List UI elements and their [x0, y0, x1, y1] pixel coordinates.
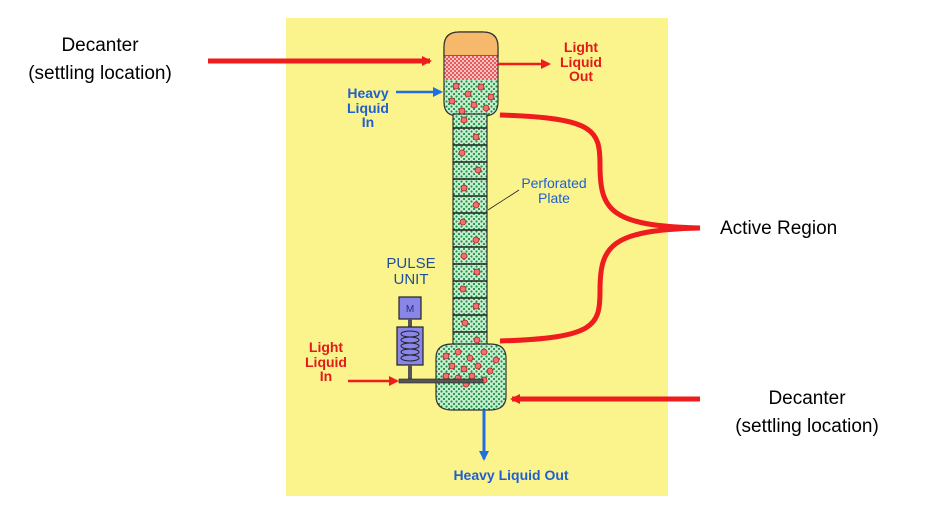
- column: [452, 113, 488, 349]
- heavy-liquid-in-line-1: Heavy: [347, 85, 389, 101]
- droplets: [442, 82, 500, 388]
- heavy-liquid-out-label: Heavy Liquid Out: [453, 467, 569, 483]
- perforated-plate-line-1: Perforated: [521, 175, 587, 191]
- light-liquid-out-label: Light Liquid Out: [553, 40, 609, 84]
- heavy-liquid-in-line-3: In: [361, 114, 375, 131]
- perforated-plate-line-2: Plate: [538, 189, 570, 206]
- decanter-bottom-label-line-2: (settling location): [735, 415, 879, 437]
- motor-label: M: [406, 304, 414, 315]
- perforated-plates: [453, 127, 487, 333]
- decanter-bottom-label-line-1: Decanter: [768, 388, 846, 409]
- light-liquid-out-line-3: Out: [568, 68, 594, 85]
- feed-pipe: [398, 378, 484, 384]
- heavy-liquid-in-line-2: Liquid: [347, 99, 389, 116]
- pulse-unit-line-1: PULSE: [386, 255, 436, 272]
- decanter-top-label: Decanter (settling location): [14, 32, 186, 87]
- decanter-top-label-line-2: (settling location): [28, 62, 172, 84]
- active-region-brace: [499, 112, 701, 344]
- top-decanter: [443, 31, 499, 117]
- decanter-bottom-label: Decanter (settling location): [718, 385, 896, 440]
- perforated-plate-leader: [487, 189, 520, 211]
- light-liquid-in-line-1: Light: [308, 339, 344, 355]
- pulse-unit-line-2: UNIT: [393, 270, 429, 288]
- light-liquid-in-line-3: In: [319, 368, 333, 385]
- decanter-top-label-line-1: Decanter: [61, 35, 139, 56]
- pulse-unit: M: [396, 296, 484, 384]
- light-liquid-in-line-2: Liquid: [305, 353, 347, 370]
- heavy-liquid-in-label: Heavy Liquid In: [340, 86, 396, 130]
- perforated-plate-label: Perforated Plate: [508, 176, 600, 205]
- light-liquid-in-label: Light Liquid In: [298, 340, 354, 384]
- light-liquid-out-line-2: Liquid: [560, 53, 602, 70]
- pulse-unit-label: PULSE UNIT: [380, 256, 442, 288]
- light-liquid-out-line-1: Light: [563, 39, 599, 55]
- active-region-label: Active Region: [720, 218, 838, 239]
